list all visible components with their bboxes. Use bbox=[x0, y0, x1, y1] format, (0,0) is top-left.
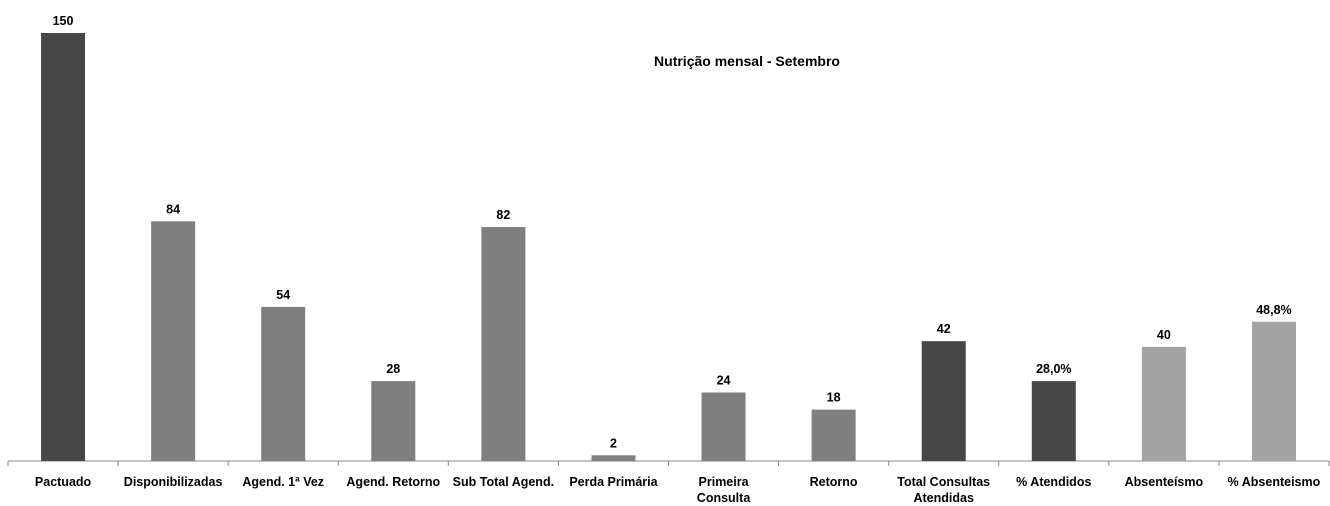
bar bbox=[811, 409, 856, 461]
bar bbox=[261, 306, 306, 461]
category-label: % Atendidos bbox=[1016, 475, 1091, 489]
data-label: 40 bbox=[1157, 328, 1171, 342]
bar bbox=[481, 227, 526, 461]
category-label: Consulta bbox=[697, 491, 752, 505]
data-label: 54 bbox=[276, 288, 290, 302]
category-label: Perda Primária bbox=[569, 475, 658, 489]
category-label: % Absenteismo bbox=[1228, 475, 1321, 489]
chart-title: Nutrição mensal - Setembro bbox=[654, 53, 840, 69]
data-label: 28,0% bbox=[1036, 362, 1071, 376]
bar bbox=[1251, 321, 1296, 461]
bar bbox=[41, 33, 86, 461]
data-label: 24 bbox=[717, 374, 731, 388]
bar bbox=[1031, 381, 1076, 461]
data-label: 84 bbox=[166, 202, 180, 216]
category-label: Sub Total Agend. bbox=[453, 475, 554, 489]
category-label: Agend. 1ª Vez bbox=[242, 475, 324, 489]
bar bbox=[921, 341, 966, 461]
bar bbox=[151, 221, 196, 461]
bar bbox=[591, 455, 636, 461]
category-label: Primeira bbox=[699, 475, 750, 489]
category-label: Absenteísmo bbox=[1125, 475, 1204, 489]
bar bbox=[1141, 346, 1186, 461]
data-label: 48,8% bbox=[1256, 303, 1291, 317]
data-label: 150 bbox=[53, 14, 74, 28]
category-label: Pactuado bbox=[35, 475, 92, 489]
data-label: 82 bbox=[496, 208, 510, 222]
bar bbox=[371, 381, 416, 461]
category-label: Disponibilizadas bbox=[124, 475, 223, 489]
category-label: Atendidas bbox=[913, 491, 973, 505]
data-label: 42 bbox=[937, 322, 951, 336]
data-label: 28 bbox=[386, 362, 400, 376]
data-label: 2 bbox=[610, 436, 617, 450]
category-label: Agend. Retorno bbox=[346, 475, 440, 489]
bar bbox=[701, 392, 746, 461]
data-label: 18 bbox=[827, 391, 841, 405]
category-label: Total Consultas bbox=[897, 475, 990, 489]
category-label: Retorno bbox=[810, 475, 858, 489]
